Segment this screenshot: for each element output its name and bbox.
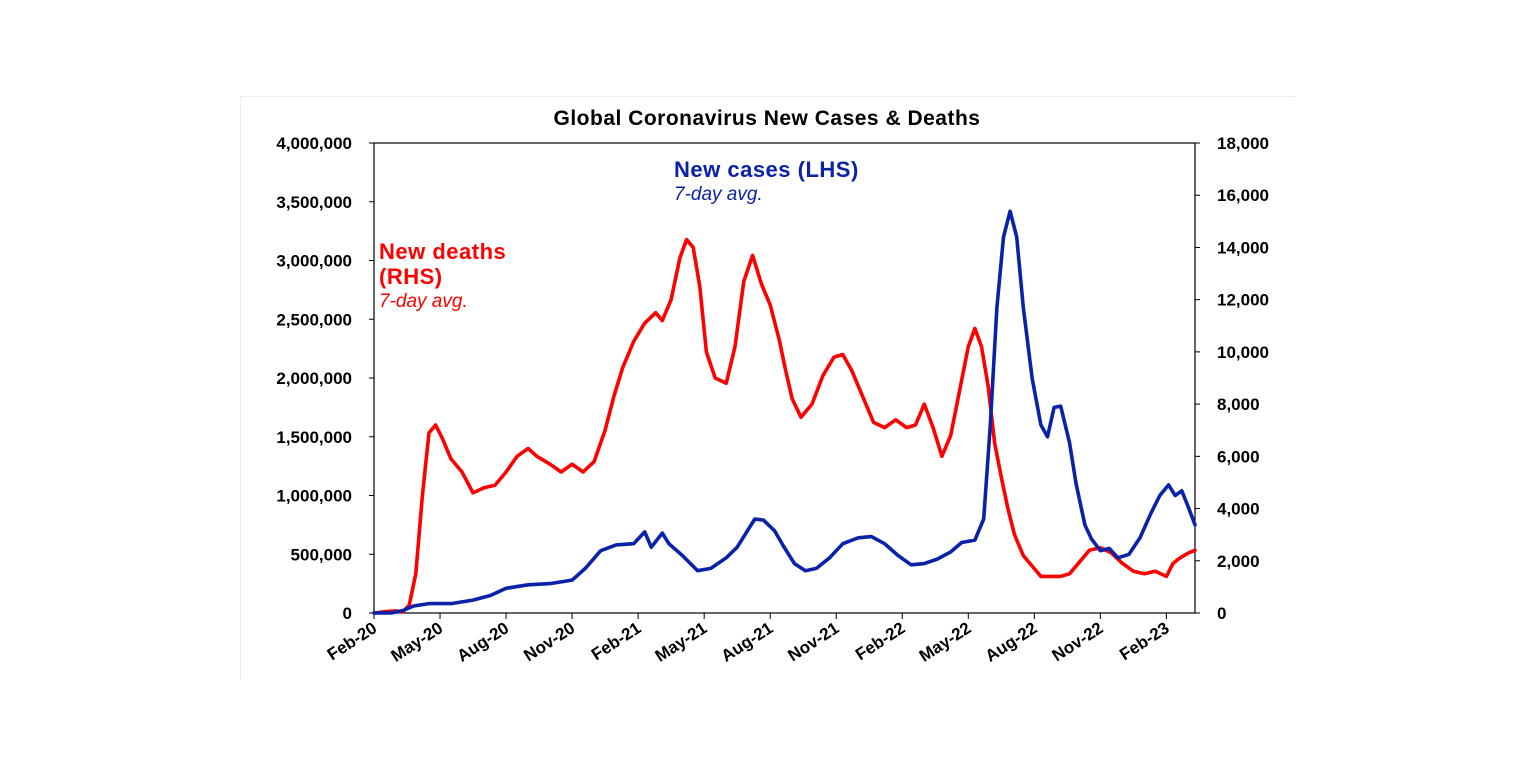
x-tick-label: Nov-20: [520, 618, 578, 665]
left-tick-label: 3,000,000: [276, 252, 352, 271]
right-tick-label: 18,000: [1217, 134, 1269, 153]
chart-frame: [240, 96, 1295, 680]
deaths-annotation-label: New deaths: [379, 239, 506, 264]
cases-annotation-label: New cases (LHS): [674, 157, 859, 182]
right-tick-label: 16,000: [1217, 186, 1269, 205]
left-axis-ticks: 0 500,000 1,000,000 1,500,000 2,000,000 2,500…: [276, 134, 374, 623]
left-tick-label: 2,500,000: [276, 310, 352, 329]
x-tick-label: Nov-21: [785, 618, 843, 665]
left-tick-label: 4,000,000: [276, 134, 352, 153]
x-tick-label: Aug-20: [454, 618, 513, 665]
x-tick-label: Feb-21: [588, 618, 644, 664]
x-tick-label: May-20: [388, 618, 447, 665]
right-tick-label: 10,000: [1217, 343, 1269, 362]
x-tick-label: May-21: [652, 618, 711, 665]
x-tick-label: Feb-20: [324, 618, 380, 664]
new-cases-line: [372, 209, 1197, 615]
left-tick-label: 2,000,000: [276, 369, 352, 388]
cases-annotation-sub: 7-day avg.: [674, 184, 763, 205]
right-axis-ticks: 0 2,000 4,000 6,000 8,000 10,000 12,000 14,000 1…: [1195, 134, 1269, 623]
right-tick-label: 14,000: [1217, 238, 1269, 257]
right-tick-label: 12,000: [1217, 291, 1269, 310]
left-tick-label: 1,500,000: [276, 428, 352, 447]
series-lines: [372, 209, 1197, 615]
chart-title: Global Coronavirus New Cases & Deaths: [554, 107, 981, 130]
x-tick-label: Aug-21: [718, 618, 777, 665]
deaths-annotation-rhs: (RHS): [379, 264, 443, 289]
plot-area: [373, 142, 1196, 614]
x-tick-label: May-22: [916, 618, 975, 665]
left-tick-label: 500,000: [291, 545, 352, 564]
x-tick-label: Nov-22: [1049, 618, 1107, 665]
right-tick-label: 6,000: [1217, 447, 1260, 466]
deaths-annotation-sub: 7-day avg.: [379, 291, 468, 312]
left-tick-label: 1,000,000: [276, 487, 352, 506]
x-axis-ticks: Feb-20 May-20 Aug-20 Nov-20 Feb-21 May-21 Aug-…: [324, 613, 1173, 666]
right-tick-label: 8,000: [1217, 395, 1260, 414]
right-tick-label: 4,000: [1217, 500, 1260, 519]
x-tick-label: Feb-23: [1116, 618, 1172, 664]
right-tick-label: 0: [1217, 604, 1226, 623]
x-tick-label: Feb-22: [852, 618, 908, 664]
right-tick-label: 2,000: [1217, 552, 1260, 571]
new-deaths-line: [372, 237, 1197, 615]
left-tick-label: 3,500,000: [276, 193, 352, 212]
left-tick-label: 0: [343, 604, 352, 623]
x-tick-label: Aug-22: [982, 618, 1041, 665]
